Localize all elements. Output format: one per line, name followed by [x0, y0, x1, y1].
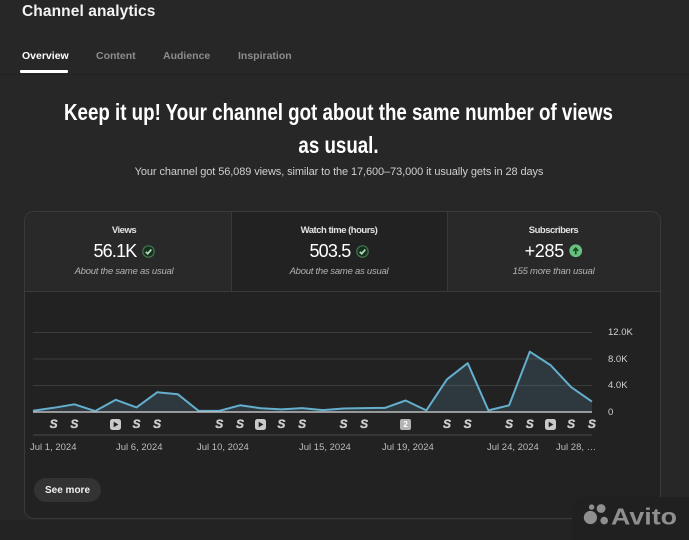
svg-text:Avito: Avito [611, 504, 677, 530]
